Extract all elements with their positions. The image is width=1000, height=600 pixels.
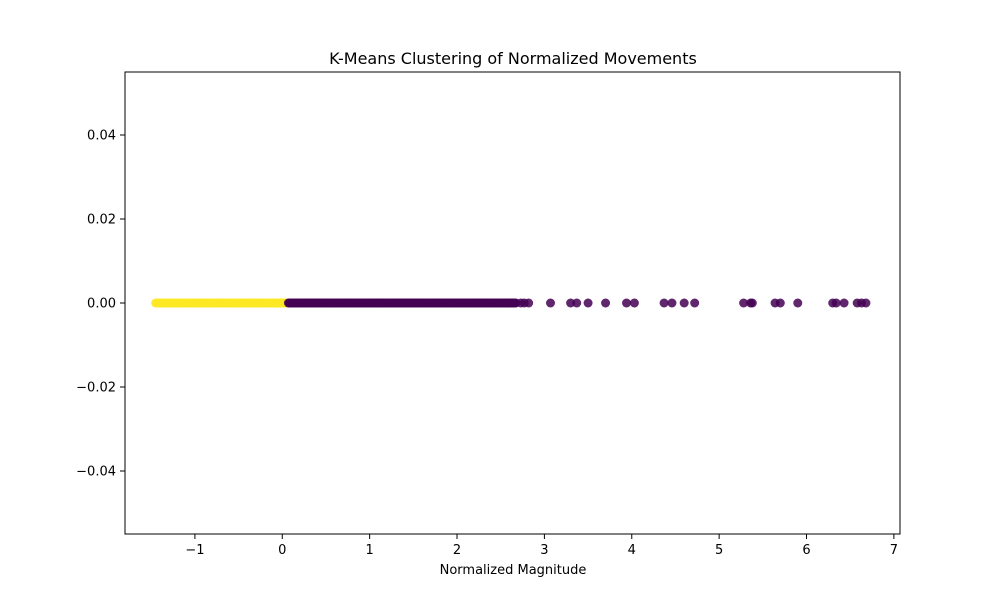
x-tick-label: 2	[453, 543, 461, 558]
y-tick-label: 0.00	[87, 297, 116, 312]
data-point-cluster-1	[739, 298, 749, 308]
data-point-cluster-1	[839, 298, 849, 308]
data-point-cluster-1	[524, 298, 534, 308]
x-tick-label: 7	[890, 543, 898, 558]
x-axis: −1 0 1 2 3 4 5 6 7	[185, 534, 898, 558]
x-tick-label: −1	[185, 543, 204, 558]
y-tick-label: 0.02	[87, 213, 116, 228]
data-point-cluster-1	[659, 298, 669, 308]
data-point-cluster-1	[690, 298, 700, 308]
y-tick-label: −0.02	[76, 381, 116, 396]
data-point-cluster-1	[679, 298, 689, 308]
x-tick-label: 0	[278, 543, 286, 558]
x-tick-label: 3	[540, 543, 548, 558]
x-tick-label: 1	[366, 543, 374, 558]
data-point-cluster-1	[861, 298, 871, 308]
data-point-cluster-1	[622, 298, 632, 308]
data-point-cluster-1	[747, 298, 757, 308]
chart-title: K-Means Clustering of Normalized Movemen…	[329, 49, 697, 68]
x-axis-label: Normalized Magnitude	[440, 563, 587, 578]
data-point-cluster-1	[583, 298, 593, 308]
y-tick-label: 0.04	[87, 129, 116, 144]
data-point-cluster-1	[793, 298, 803, 308]
marks-layer	[151, 298, 871, 308]
data-point-cluster-1	[831, 298, 841, 308]
data-point-cluster-1	[667, 298, 677, 308]
data-point-cluster-1	[601, 298, 611, 308]
data-point-cluster-1	[546, 298, 556, 308]
x-tick-label: 4	[628, 543, 636, 558]
y-tick-label: −0.04	[76, 465, 116, 480]
data-point-cluster-1	[629, 298, 639, 308]
x-tick-label: 5	[715, 543, 723, 558]
data-point-cluster-1	[775, 298, 785, 308]
y-axis: −0.04 −0.02 0.00 0.02 0.04	[76, 129, 125, 480]
data-point-cluster-1	[572, 298, 582, 308]
x-tick-label: 6	[802, 543, 810, 558]
